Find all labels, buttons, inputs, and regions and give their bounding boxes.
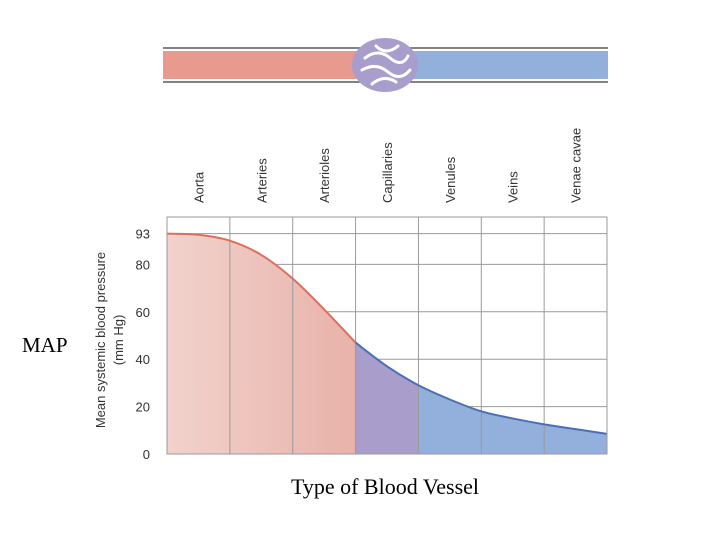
plot-border [166, 216, 608, 455]
y-axis-label: Mean systemic blood pressure (mm Hg) [93, 252, 126, 428]
y-tick-label: 93 [136, 227, 150, 242]
y-tick-label: 40 [136, 352, 150, 367]
y-tick-labels: 93 80 60 40 20 0 [136, 227, 150, 462]
arterial-pressure-curve [166, 232, 357, 344]
venous-area [418, 385, 607, 454]
venous-pressure-curve [354, 341, 608, 435]
y-tick-label: 80 [136, 257, 150, 272]
category-label: Aorta [191, 171, 206, 203]
y-tick-label: 20 [136, 400, 150, 415]
grid-lines-overlay [229, 217, 545, 454]
category-label: Arterioles [317, 148, 332, 203]
category-label: Venules [443, 156, 458, 203]
capillary-bed [352, 38, 418, 92]
category-label: Capillaries [380, 142, 395, 203]
capillary-area [355, 342, 419, 454]
x-axis-title: Type of Blood Vessel [290, 474, 480, 499]
y-tick-label: 60 [136, 305, 150, 320]
y-axis-label-line1: Mean systemic blood pressure [93, 252, 108, 428]
vein-tube [412, 51, 608, 79]
plot-area [166, 216, 608, 455]
map-label: MAP [22, 333, 68, 357]
category-label: Arteries [254, 158, 269, 203]
y-axis-label-line2: (mm Hg) [111, 315, 126, 366]
artery-tube [163, 51, 358, 79]
arterial-area [167, 233, 356, 454]
y-tick-label: 0 [143, 447, 150, 462]
category-labels: Aorta Arteries Arterioles Capillaries Venule… [191, 128, 583, 203]
category-label: Venae cavae [569, 128, 584, 203]
vessel-illustration [163, 38, 608, 92]
category-label: Veins [506, 171, 521, 203]
